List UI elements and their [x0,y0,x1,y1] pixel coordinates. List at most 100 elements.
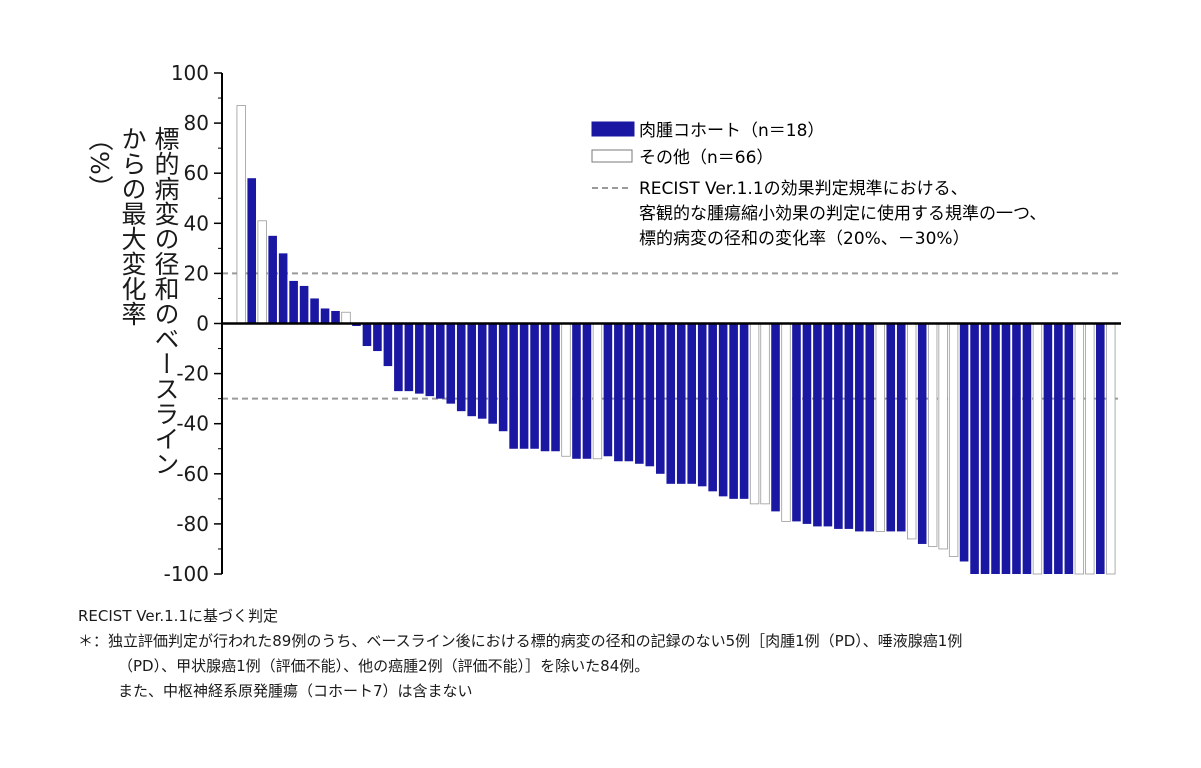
bar [289,280,298,324]
bar [257,220,267,324]
bar [645,323,655,467]
y-axis-title-line-3: （%） [85,126,114,200]
bar [1032,323,1043,575]
bar [917,323,927,544]
bar [509,323,518,449]
bar [948,323,959,557]
footnotes: RECIST Ver.1.1に基づく判定 ＊：独立評価判定が行われた89例のうち… [78,604,962,704]
bar [331,310,340,324]
bar [446,323,456,404]
y-tick-label: -20 [176,362,209,386]
bar [603,323,613,457]
y-axis-title-line-2: からの最大変化率 [118,126,147,326]
bar [907,323,917,540]
bar [498,323,508,432]
bar [268,235,277,324]
bar [802,323,812,524]
y-tick-label: 100 [171,61,209,85]
bar [383,323,393,367]
y-axis-title-line-1: 標的病変の径和のベースライン [151,126,180,476]
bar [519,323,529,449]
legend-label-reference-1: RECIST Ver.1.1の効果判定規準における、 [639,179,968,199]
bar [1085,323,1095,575]
bar [236,105,246,324]
axes: 100 80 60 40 20 0 -20 -40 -60 -80 -100 [164,61,1121,586]
bar [813,323,822,527]
legend-swatch-sarcoma [591,121,635,137]
bar [614,323,623,462]
y-tick-label: 40 [184,211,209,235]
bar [362,323,372,347]
bar [959,323,969,562]
bar [991,323,1000,574]
bar [373,323,382,352]
bar [834,323,843,529]
y-tick-label: -60 [176,462,209,486]
bar [1106,323,1116,575]
bar [477,323,487,419]
y-axis-title: 標的病変の径和のベースライン からの最大変化率 （%） [83,126,182,476]
y-tick-label: -80 [176,512,209,536]
legend-label-other: その他（n＝66） [639,148,773,168]
y-tick-label: -40 [176,412,209,436]
footnote-line-1: RECIST Ver.1.1に基づく判定 [78,607,278,625]
bar [425,323,435,397]
bar [896,323,906,532]
bar [844,323,854,529]
bar [875,323,885,532]
bar [551,323,560,452]
bar [247,178,257,324]
bar [938,323,948,550]
bar [467,323,477,417]
y-tick-label: 60 [184,161,209,185]
bar [1095,323,1105,574]
bars [236,105,1116,575]
bar [739,323,749,499]
bar [676,323,686,484]
bar [697,323,707,487]
legend-label-sarcoma: 肉腫コホート（n＝18） [639,121,824,141]
bar [435,323,445,399]
bar [299,285,309,324]
bar [320,308,330,324]
bar [708,323,717,492]
y-tick-label: 20 [184,261,209,285]
bar [582,323,592,459]
legend-label-reference-3: 標的病変の径和の変化率（20%、－30%） [639,229,970,249]
footnote-line-4: また、中枢神経系原発腫瘍（コホート7）は含まない [118,682,473,700]
bar [404,323,414,392]
bar [655,323,665,474]
bar [718,323,728,497]
bar [823,323,833,527]
waterfall-chart: 100 80 60 40 20 0 -20 -40 -60 -80 -100 肉腫コホート（n＝18… [164,61,1121,586]
bar [927,323,938,547]
bar [886,323,896,532]
y-tick-label: -100 [164,562,209,586]
bar [760,323,770,505]
bar [415,323,424,394]
bar [687,323,697,484]
bar [865,323,875,532]
bar [729,323,738,499]
bar [1074,323,1085,575]
legend: 肉腫コホート（n＝18） その他（n＝66） RECIST Ver.1.1の効果… [591,121,1046,249]
bar [561,323,571,457]
bar [394,323,403,392]
bar [666,323,676,484]
bar [341,311,351,324]
bar [749,323,760,505]
bar [456,323,466,412]
bar [1043,323,1053,574]
legend-label-reference-2: 客観的な腫瘍縮小効果の判定に使用する規準の一つ、 [639,203,1046,224]
bar [488,323,497,424]
footnote-line-3: （PD）、甲状腺癌1例（評価不能）、他の癌腫2例（評価不能）］を除いた84例。 [118,657,650,675]
bar [310,298,319,324]
legend-swatch-other [591,149,633,163]
bar [1064,323,1074,574]
y-tick-label: 80 [184,111,209,135]
bar [771,323,780,512]
bar [970,323,979,574]
y-tick-label: 0 [196,312,209,336]
bar [540,323,550,452]
bar [572,323,581,459]
